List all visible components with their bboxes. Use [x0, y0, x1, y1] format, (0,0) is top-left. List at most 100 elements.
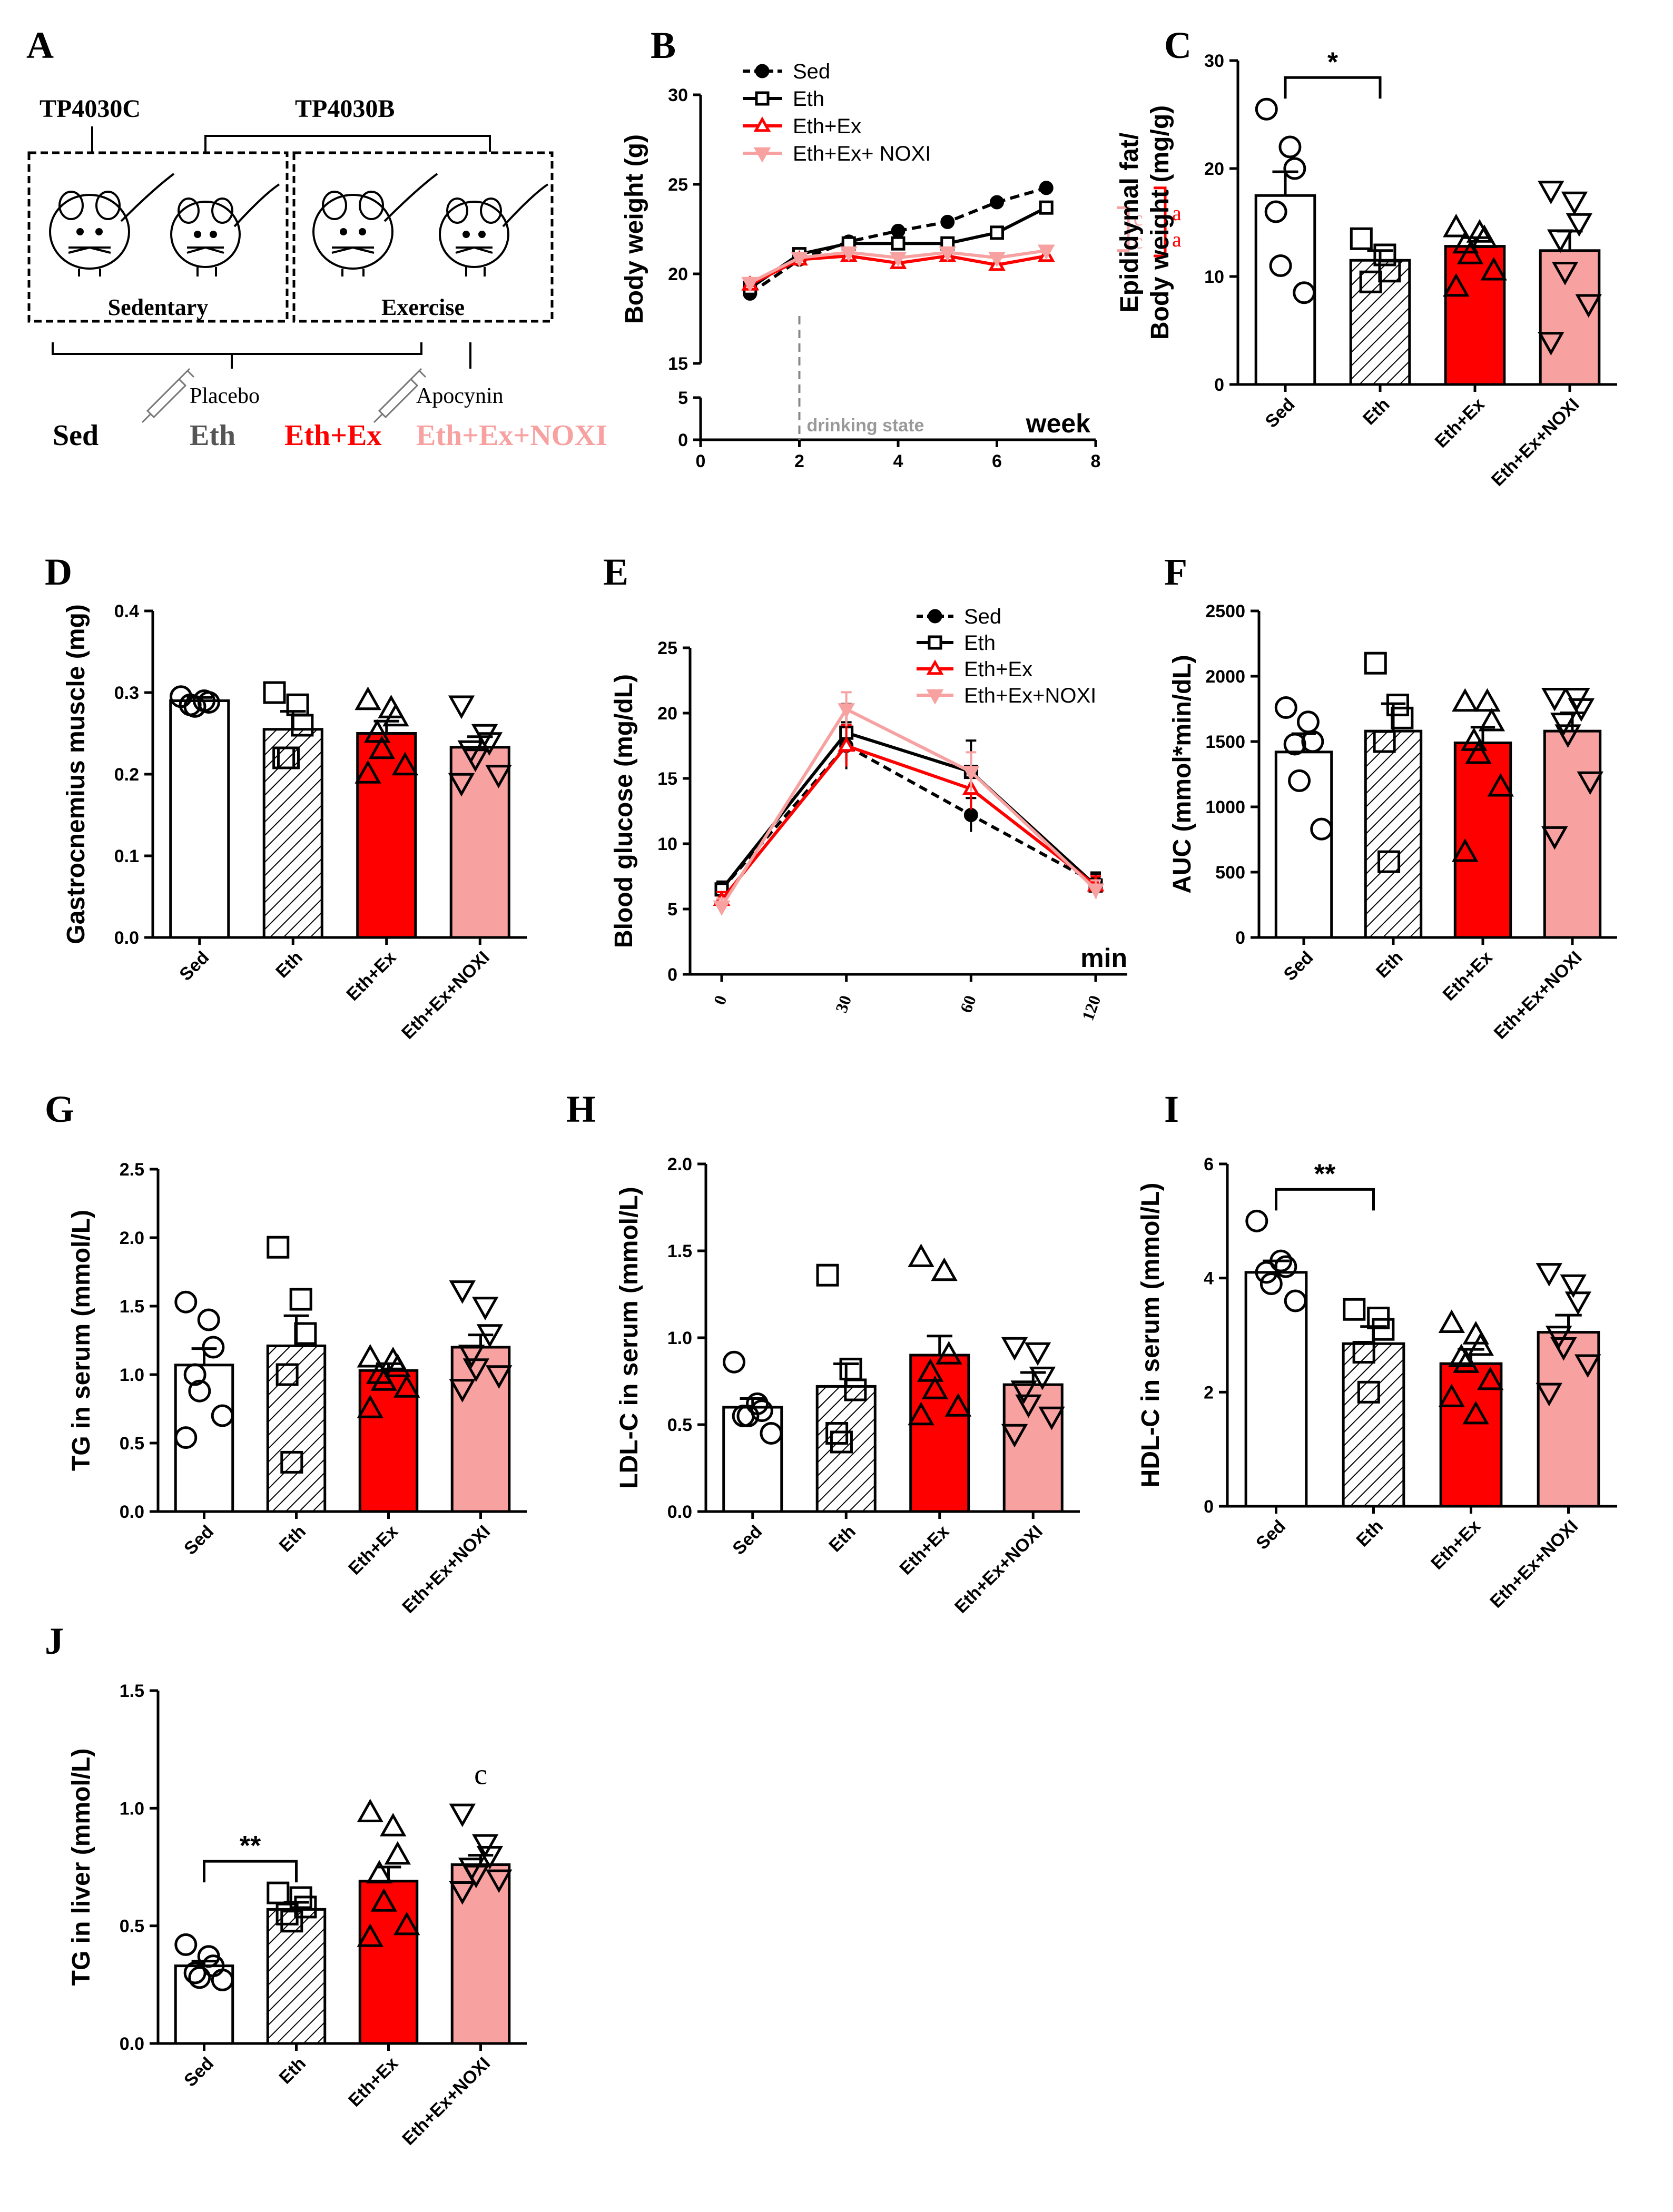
- data-point: [1471, 224, 1498, 248]
- x-tick-label: Sed: [175, 947, 213, 985]
- data-point: [816, 1263, 839, 1287]
- data-point: [289, 1288, 312, 1311]
- y-tick-label: 10: [657, 834, 677, 854]
- x-tick-label: Eth: [1372, 947, 1407, 982]
- x-axis-label: min: [1080, 943, 1127, 973]
- series-point: [990, 195, 1004, 210]
- legend-label: Sed: [793, 60, 830, 83]
- y-tick-label: 2500: [1205, 601, 1245, 621]
- series-point: [889, 252, 907, 268]
- data-point: [1001, 1337, 1028, 1361]
- mouse-icon: [49, 173, 549, 276]
- x-tick-label: Eth: [275, 1522, 310, 1556]
- legend-label: Eth+Ex: [964, 658, 1032, 681]
- data-point: [1550, 713, 1577, 736]
- data-point: [486, 1365, 513, 1389]
- data-point: [476, 732, 503, 756]
- y-tick-label: 1500: [1205, 732, 1245, 752]
- data-point: [1274, 696, 1297, 719]
- data-point: [1015, 1394, 1042, 1418]
- panel-b-chart: B 15 20 25 30 0 5 0 2 4 6 8 Body weight (g) week drink…: [621, 24, 1182, 471]
- data-point: [1448, 1344, 1475, 1368]
- x-tick-label: 60: [956, 993, 980, 1015]
- y-tick-label: 0.5: [667, 1415, 692, 1435]
- data-point: [1288, 769, 1311, 792]
- significance-bracket: [1275, 1188, 1375, 1211]
- data-point: [1038, 1406, 1065, 1430]
- x-axis-label: week: [1026, 409, 1091, 438]
- panel-label-c: C: [1164, 24, 1192, 66]
- y-axis-label: Body weight (g): [621, 134, 648, 324]
- bar-eth-ex-noxi: [1543, 729, 1602, 939]
- y-tick-label: 2.0: [667, 1154, 692, 1174]
- data-point: [1536, 1382, 1562, 1407]
- exercise-box: [292, 151, 554, 323]
- data-point: [1551, 262, 1579, 285]
- data-point: [1310, 817, 1333, 841]
- legend-marker: [755, 64, 770, 78]
- significance-stars: *: [1327, 47, 1339, 77]
- y-tick-label: 0: [1214, 375, 1224, 395]
- data-point: [1550, 1337, 1577, 1361]
- x-tick-label: Eth: [275, 2053, 310, 2088]
- data-point: [1561, 191, 1588, 215]
- data-point: [1001, 1424, 1028, 1448]
- panel-e-chart: E 0 5 10 15 20 25 0 30 60 120 Blood glucose (mg/dL)…: [603, 551, 1127, 1023]
- data-point: [944, 1393, 972, 1417]
- y-tick-label: 2000: [1205, 667, 1245, 687]
- data-point: [476, 1324, 504, 1348]
- data-point: [1391, 706, 1414, 729]
- x-tick-label: 4: [893, 451, 903, 471]
- data-point: [1443, 213, 1470, 238]
- y-axis-label: LDL-C in serum (mmol/L): [615, 1187, 643, 1488]
- x-tick-label: 2: [794, 451, 804, 471]
- x-tick-label: Eth+Ex+NOXI: [951, 1522, 1047, 1617]
- data-point: [462, 1864, 490, 1889]
- data-point: [1352, 1341, 1375, 1364]
- data-point: [844, 1378, 867, 1401]
- data-point: [183, 1961, 206, 1984]
- data-point: [1438, 1309, 1465, 1334]
- data-point: [1278, 135, 1302, 159]
- series-point: [962, 766, 980, 782]
- data-point: [1538, 181, 1564, 204]
- series-point: [741, 276, 759, 292]
- x-tick-label: Sed: [180, 2053, 218, 2091]
- data-point: [1024, 1342, 1051, 1366]
- x-tick-label: Sed: [729, 1522, 766, 1559]
- y-tick-label: 10: [1204, 267, 1224, 287]
- group-label-ethex: Eth+Ex: [284, 419, 381, 452]
- data-point: [1359, 270, 1382, 293]
- y-axis-label: Gastrocnemius muscle (mg): [62, 604, 90, 944]
- x-tick-label: 30: [831, 993, 855, 1015]
- data-point: [1269, 254, 1292, 277]
- data-point: [1478, 707, 1505, 732]
- bar-eth-ex-noxi: [1002, 1383, 1064, 1513]
- bar-sed: [1244, 1271, 1308, 1508]
- legend-marker: [755, 91, 770, 106]
- y-axis-label: AUC (mmol*min/dL): [1168, 655, 1196, 893]
- data-point: [723, 1350, 746, 1374]
- data-point: [1466, 219, 1493, 243]
- bar-eth-ex: [1444, 245, 1506, 386]
- data-point: [1474, 688, 1501, 712]
- data-point: [1564, 1291, 1592, 1315]
- data-point: [1255, 97, 1278, 121]
- data-point: [760, 1422, 783, 1445]
- data-point: [1364, 651, 1387, 675]
- data-point: [174, 1933, 198, 1956]
- y-tick-label: 6: [1204, 1154, 1214, 1174]
- series-point: [838, 703, 855, 719]
- sig-bracket-outer: [1154, 186, 1167, 258]
- data-point: [448, 695, 475, 719]
- data-point: [936, 1341, 962, 1365]
- data-point: [1554, 724, 1581, 748]
- data-point: [357, 1344, 383, 1368]
- y-axis-label: TG in liver (mmol/L): [67, 1749, 95, 1986]
- bar-eth: [1364, 729, 1423, 939]
- legend-label: Eth: [964, 631, 996, 655]
- data-point: [370, 1367, 398, 1391]
- strain-right-label: TP4030B: [295, 95, 395, 123]
- legend-marker: [753, 116, 771, 132]
